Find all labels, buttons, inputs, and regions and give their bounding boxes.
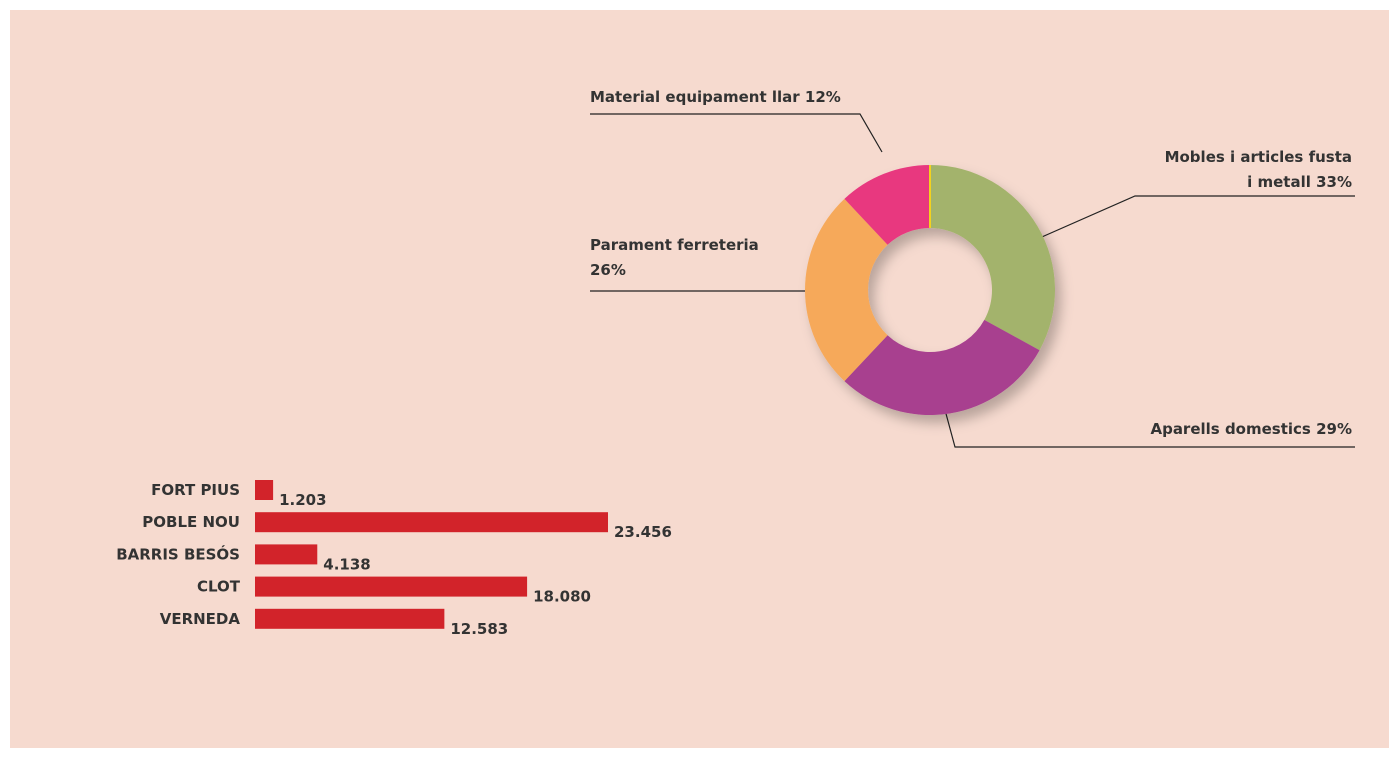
segment-label: Mobles i articles fusta i metall 33%	[1162, 145, 1352, 195]
segment-value: 33%	[1316, 173, 1352, 191]
bar	[255, 544, 318, 565]
segment-name: Parament ferreteria	[590, 236, 759, 254]
donut-segment	[930, 165, 1055, 351]
bar-value: 4.138	[323, 555, 370, 573]
segment-label: Parament ferreteria 26%	[590, 233, 760, 283]
leader-lines	[590, 113, 1355, 448]
segment-name: Aparells domestics	[1150, 420, 1311, 438]
donut-segment	[844, 165, 930, 245]
segment-name: Mobles i articles fusta i metall	[1164, 148, 1352, 191]
bar	[255, 480, 274, 500]
bar-value: 18.080	[533, 588, 591, 606]
donut	[805, 165, 1055, 415]
segment-value: 26%	[590, 261, 626, 279]
bar-value: 12.583	[450, 620, 508, 638]
bar-value: 1.203	[279, 491, 326, 509]
donut-segment	[805, 198, 888, 382]
bar	[255, 608, 445, 629]
donut-segment	[844, 319, 1040, 415]
segment-value: 29%	[1316, 420, 1352, 438]
bar-category: FORT PIUS	[151, 481, 240, 499]
segment-label: Material equipament llar 12%	[590, 85, 890, 110]
bar	[255, 512, 608, 533]
background	[10, 10, 1389, 748]
segment-label: Aparells domestics 29%	[1092, 417, 1352, 442]
segment-name: Material equipament llar	[590, 88, 800, 106]
bar-category: CLOT	[197, 578, 241, 596]
bar-category: VERNEDA	[160, 610, 241, 628]
bar	[255, 576, 528, 597]
segment-value: 12%	[804, 88, 841, 106]
bar-category: BARRIS BESÓS	[116, 544, 240, 563]
bar-value: 23.456	[614, 523, 672, 541]
bar-category: POBLE NOU	[142, 513, 240, 531]
